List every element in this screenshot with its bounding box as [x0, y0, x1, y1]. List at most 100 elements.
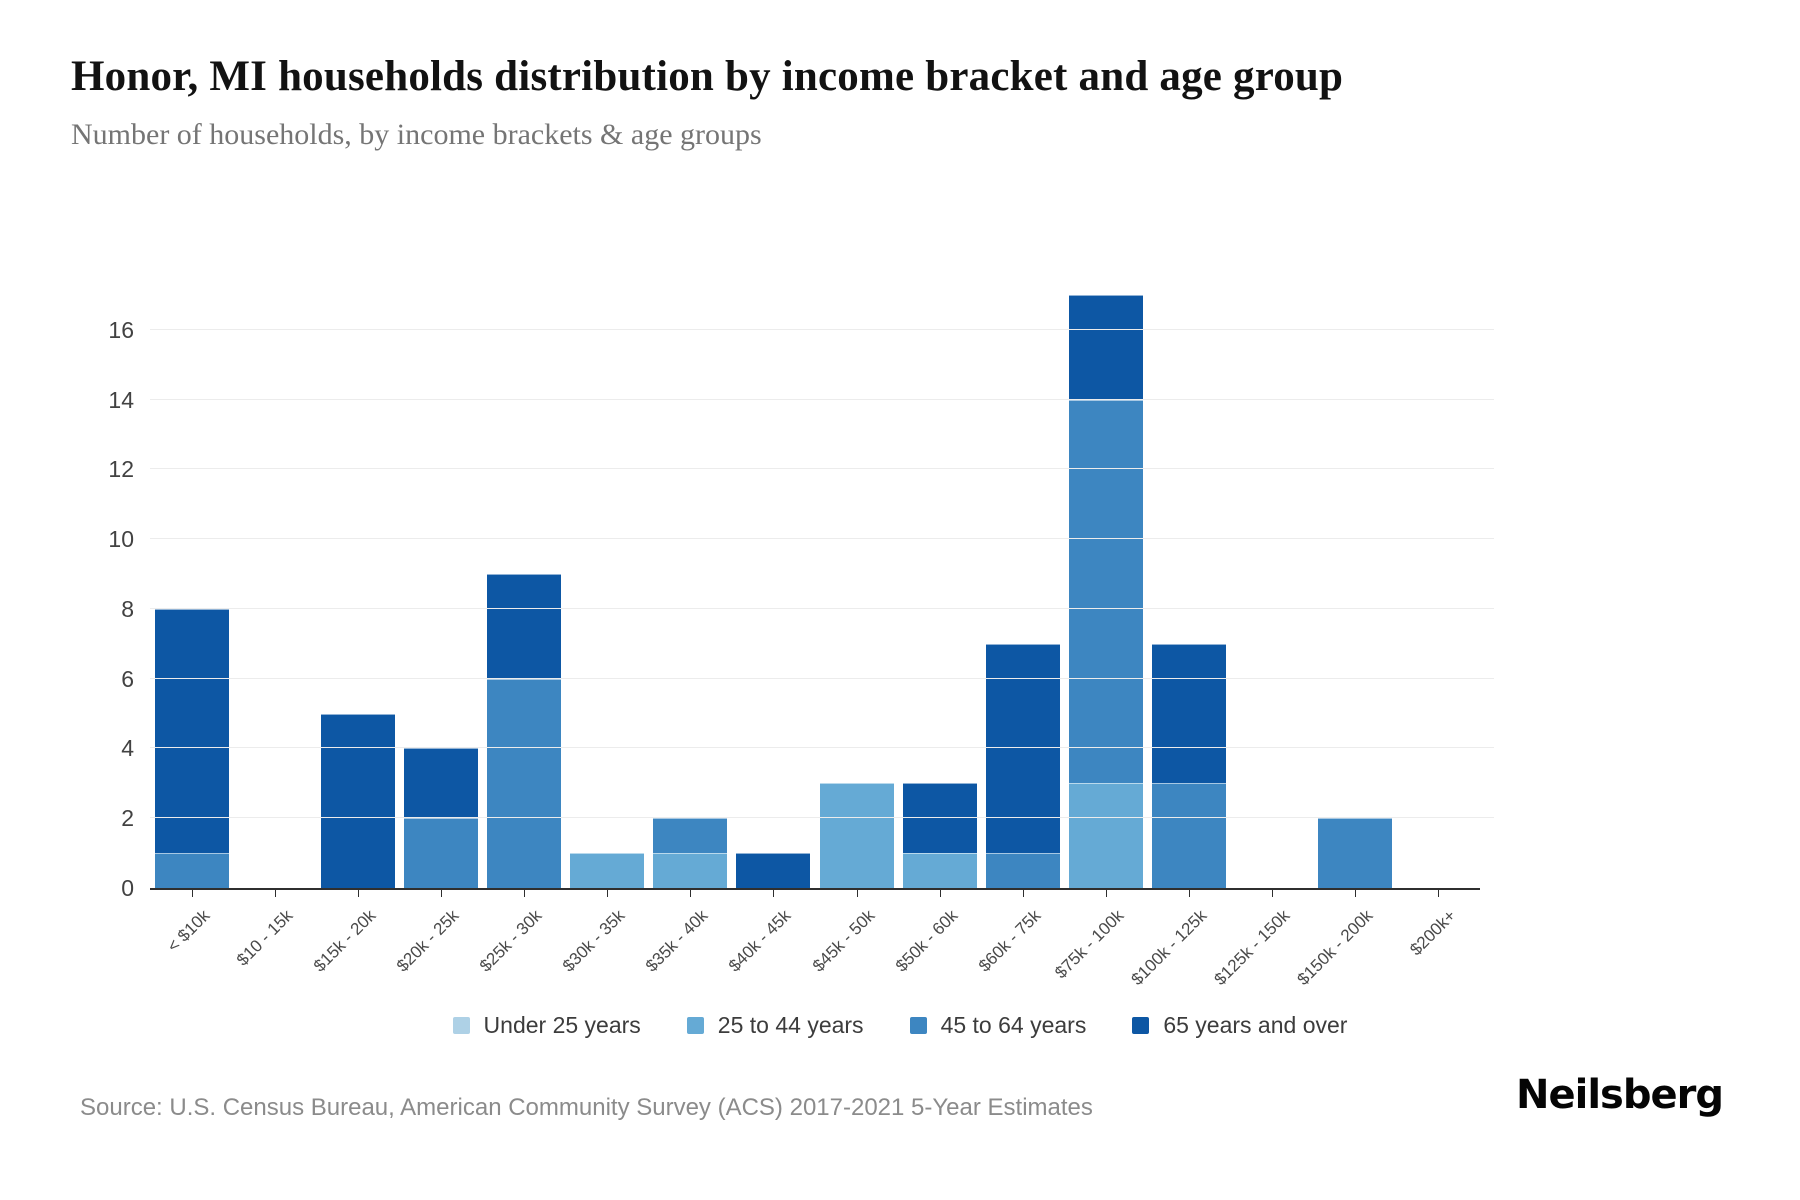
x-tick-label: $50k - 60k	[891, 906, 962, 976]
bar-segment	[653, 818, 728, 854]
x-tick-label: $150k - 200k	[1293, 906, 1377, 989]
x-tick-label: $125k - 150k	[1210, 906, 1294, 989]
gridline-y-8	[150, 607, 1494, 609]
x-tick	[524, 890, 526, 897]
x-tick	[1105, 890, 1107, 897]
page-subtitle: Number of households, by income brackets…	[71, 118, 762, 151]
y-tick-label: 12	[108, 456, 134, 483]
x-tick-label: $45k - 50k	[808, 906, 878, 976]
legend-label: 25 to 44 years	[717, 1012, 864, 1038]
legend-label: Under 25 years	[483, 1012, 641, 1038]
x-tick-label: $40k - 45k	[725, 906, 795, 976]
gridline-y-2	[150, 817, 1494, 819]
x-tick	[856, 890, 858, 897]
bar-segment	[902, 853, 977, 888]
bar-column-4	[399, 260, 482, 888]
x-tick-label: $200k+	[1406, 906, 1460, 960]
page-title: Honor, MI households distribution by inc…	[71, 53, 1344, 100]
x-tick-label: $25k - 30k	[475, 906, 546, 976]
y-tick-label: 16	[108, 316, 134, 343]
bar-segment	[403, 748, 478, 819]
bar-column-15	[1314, 260, 1397, 888]
x-tick-label: $35k - 40k	[642, 906, 712, 976]
bar-column-13	[1148, 260, 1231, 888]
plot-area: < $10k $10 - 15k $15k - 20k $20k - 25k $25k …	[108, 260, 1494, 989]
stacked-bar	[653, 818, 728, 888]
y-tick-label: 6	[121, 665, 134, 692]
x-tick	[690, 890, 692, 897]
bar-column-12	[1064, 260, 1147, 888]
stacked-bar	[1318, 818, 1393, 888]
brand-logo: Neilsberg	[1516, 1072, 1724, 1118]
legend-item: 65 years and over	[1132, 1012, 1347, 1039]
stacked-bar	[819, 783, 894, 888]
legend-swatch-icon	[686, 1017, 704, 1034]
gridline-y-12	[150, 468, 1494, 470]
y-tick-label: 4	[121, 735, 134, 762]
legend-label: 65 years and over	[1163, 1012, 1348, 1038]
bar-column-10	[898, 260, 981, 888]
bar-segment	[487, 678, 562, 888]
x-tick	[1438, 890, 1440, 897]
bar-column-1	[150, 260, 233, 888]
x-axis: < $10k $10 - 15k $15k - 20k $20k - 25k $25k …	[150, 888, 1480, 1008]
bar-column-14	[1231, 260, 1314, 888]
x-tick	[1272, 890, 1274, 897]
gridline-y-6	[150, 677, 1494, 679]
x-tick	[357, 890, 359, 897]
bar-segment	[985, 643, 1060, 854]
bar-column-9	[815, 260, 898, 888]
x-tick-label: $15k - 20k	[309, 906, 380, 976]
legend-item: 45 to 64 years	[909, 1012, 1087, 1039]
bar-column-16	[1397, 260, 1480, 888]
x-tick	[939, 890, 941, 897]
stacked-bar	[1068, 294, 1143, 888]
stacked-bar	[487, 574, 562, 888]
bars-container	[150, 260, 1480, 888]
bar-segment	[320, 713, 395, 888]
x-tick-label: $75k - 100k	[1051, 906, 1128, 983]
bar-segment	[1068, 294, 1143, 400]
bar-segment	[653, 853, 728, 888]
bar-segment	[154, 853, 229, 888]
y-tick-label: 14	[108, 386, 134, 413]
bar-segment	[1152, 643, 1227, 784]
bar-column-11	[981, 260, 1064, 888]
stacked-bar	[902, 783, 977, 888]
bar-column-7	[649, 260, 732, 888]
x-tick	[191, 890, 193, 897]
source-note: Source: U.S. Census Bureau, American Com…	[80, 1094, 1093, 1121]
stacked-bar	[403, 748, 478, 888]
bar-segment	[487, 574, 562, 679]
x-tick-label: $100k - 125k	[1127, 906, 1211, 989]
legend-item: 25 to 44 years	[686, 1012, 864, 1039]
x-tick-label: $30k - 35k	[559, 906, 629, 976]
x-tick	[440, 890, 442, 897]
bar-column-3	[316, 260, 399, 888]
stacked-bar	[736, 853, 811, 888]
y-tick-label: 8	[121, 595, 134, 622]
stacked-bar	[985, 643, 1060, 888]
legend-swatch-icon	[452, 1017, 470, 1034]
x-tick-label: $20k - 25k	[392, 906, 463, 976]
bar-segment	[1152, 783, 1227, 888]
x-tick	[773, 890, 775, 897]
bar-segment	[403, 818, 478, 888]
gridline-y-14	[150, 398, 1494, 400]
gridline-y-4	[150, 747, 1494, 749]
stacked-bar	[570, 853, 645, 888]
stacked-bar	[1152, 643, 1227, 888]
legend: Under 25 years 25 to 44 years 45 to 64 yea…	[0, 1012, 1800, 1039]
bar-segment	[1068, 399, 1143, 784]
x-tick	[1189, 890, 1191, 897]
stacked-bar	[154, 608, 229, 888]
legend-swatch-icon	[1132, 1017, 1150, 1034]
y-tick-label: 10	[108, 526, 134, 553]
x-tick	[1355, 890, 1357, 897]
gridline-y-16	[150, 328, 1494, 330]
bar-segment	[570, 853, 645, 888]
legend-label: 45 to 64 years	[940, 1012, 1087, 1038]
x-tick	[274, 890, 276, 897]
bar-segment	[819, 783, 894, 888]
bar-segment	[154, 608, 229, 854]
